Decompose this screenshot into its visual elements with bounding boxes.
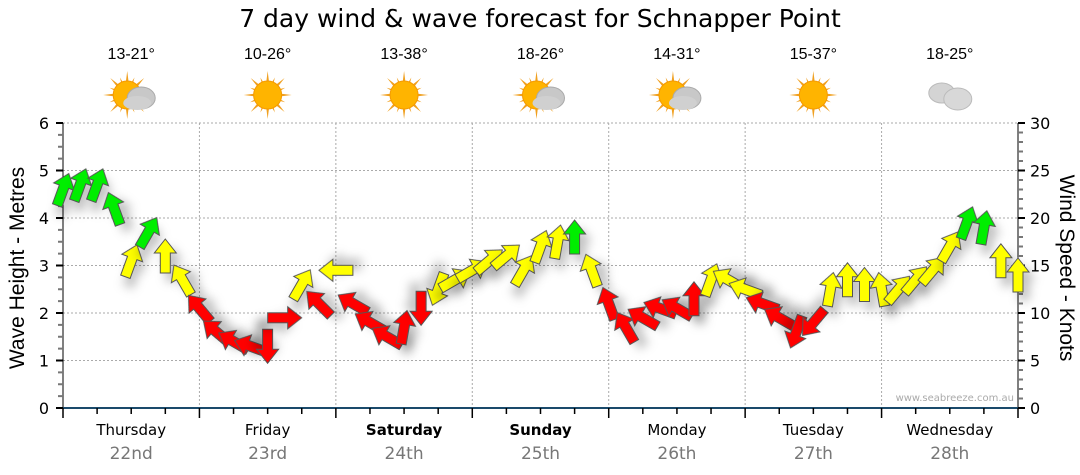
wind-arrow	[562, 219, 587, 255]
left-axis-title: Wave Height - Metres	[6, 167, 29, 369]
watermark: www.seabreeze.com.au	[896, 393, 1014, 404]
wind-arrow	[318, 258, 354, 283]
day-temperature: 18-26°	[517, 46, 564, 63]
right-tick-label: 25	[1030, 162, 1050, 181]
wind-arrow	[426, 270, 450, 307]
day-name: Monday	[647, 421, 706, 439]
left-tick-label: 6	[39, 114, 49, 133]
wind-arrow	[784, 313, 808, 349]
wind-arrow	[85, 168, 110, 204]
left-tick-label: 1	[39, 352, 49, 371]
cloud-icon	[928, 82, 973, 111]
left-tick-label: 4	[39, 209, 49, 228]
right-tick-label: 30	[1030, 114, 1050, 133]
day-name: Saturday	[366, 421, 443, 439]
right-tick-label: 20	[1030, 209, 1050, 228]
sun-icon	[243, 71, 292, 119]
day-name: Wednesday	[906, 421, 993, 439]
wind-arrows	[51, 168, 1031, 365]
wind-arrow	[579, 253, 603, 289]
wind-arrow	[489, 244, 521, 272]
sun-cloud-icon	[648, 71, 702, 119]
wind-arrow	[288, 269, 314, 303]
day-temperature: 14-31°	[653, 46, 700, 63]
wind-arrow	[255, 328, 280, 365]
wind-arrow	[972, 209, 997, 246]
sun-cloud-icon	[512, 71, 565, 119]
wind-arrow	[818, 271, 843, 308]
right-tick-label: 5	[1030, 352, 1040, 371]
wind-arrow	[1005, 257, 1031, 293]
sun-icon	[789, 71, 838, 119]
day-date: 23rd	[248, 444, 287, 464]
wind-arrow	[392, 309, 417, 346]
wind-arrow	[68, 168, 93, 204]
wind-arrow	[153, 238, 178, 274]
left-tick-label: 0	[39, 399, 49, 418]
wind-arrow	[134, 216, 160, 251]
wind-arrow	[267, 305, 303, 330]
sun-icon	[380, 71, 429, 119]
wind-arrow	[627, 306, 661, 332]
left-tick-label: 3	[39, 257, 49, 276]
day-name: Tuesday	[782, 421, 844, 439]
day-temperature: 13-38°	[380, 46, 427, 63]
wind-arrow	[306, 290, 336, 320]
day-date: 24th	[385, 444, 424, 464]
day-date: 25th	[521, 444, 560, 464]
wind-arrow	[661, 296, 695, 322]
wind-arrow	[596, 286, 620, 322]
wind-arrow	[170, 264, 196, 298]
day-temperature: 18-25°	[926, 46, 973, 63]
left-tick-label: 2	[39, 304, 49, 323]
wind-arrow	[409, 290, 434, 327]
wind-arrow	[988, 242, 1013, 279]
day-date: 22nd	[110, 444, 153, 464]
chart-title: 7 day wind & wave forecast for Schnapper…	[239, 4, 841, 33]
wind-arrow	[102, 191, 126, 227]
right-tick-label: 0	[1030, 399, 1040, 418]
left-tick-label: 5	[39, 162, 49, 181]
sun-cloud-icon	[103, 71, 156, 119]
wind-arrow	[529, 229, 553, 265]
day-temperature: 15-37°	[790, 46, 837, 63]
wind-arrow	[120, 244, 144, 280]
day-date: 27th	[794, 444, 833, 464]
wind-arrow	[509, 254, 536, 289]
right-axis-title: Wind Speed - Knots	[1055, 175, 1078, 362]
day-name: Thursday	[95, 421, 166, 439]
wind-arrow	[801, 305, 829, 337]
right-tick-label: 10	[1030, 304, 1050, 323]
wind-arrow	[936, 231, 962, 265]
wind-arrow	[917, 256, 945, 288]
day-date: 26th	[657, 444, 696, 464]
day-name: Sunday	[509, 421, 572, 439]
day-name: Friday	[245, 421, 291, 439]
day-date: 28th	[930, 444, 969, 464]
right-tick-label: 15	[1030, 257, 1050, 276]
day-temperature: 10-26°	[244, 46, 291, 63]
day-temperature: 13-21°	[108, 46, 155, 63]
